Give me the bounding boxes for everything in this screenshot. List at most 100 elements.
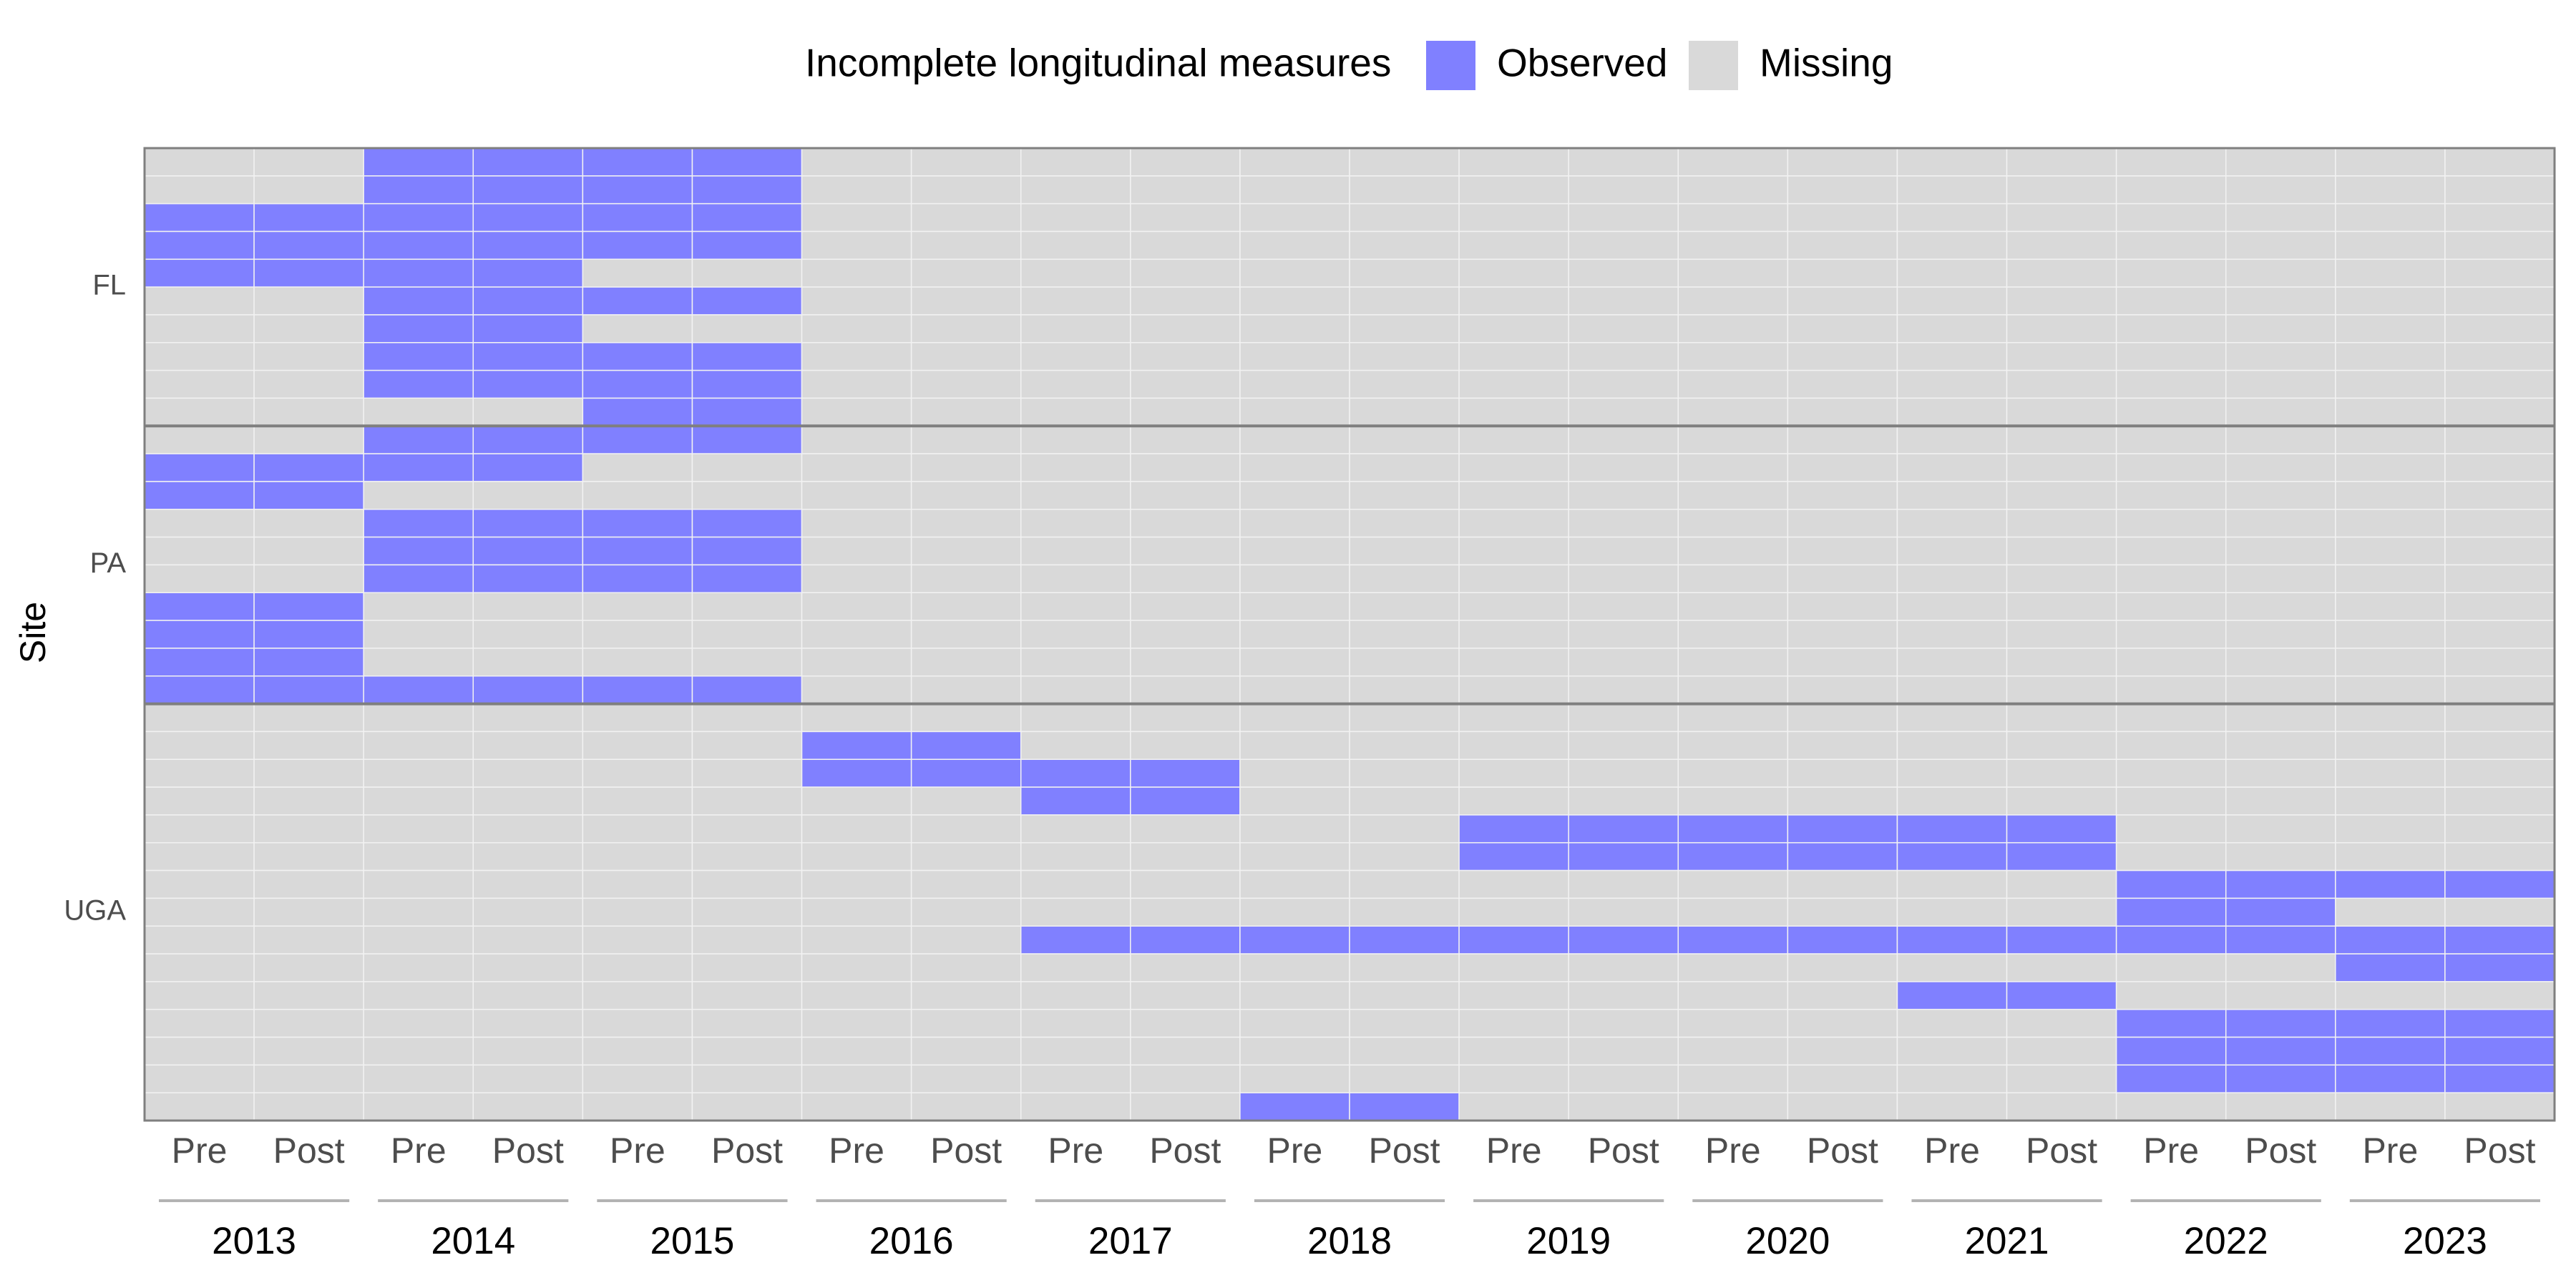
tile: [1896, 703, 2008, 733]
panel-border: [143, 147, 2556, 1122]
tile: [1568, 814, 1679, 844]
tile: [363, 1036, 474, 1066]
tile: [1787, 369, 1898, 399]
tile: [1020, 731, 1131, 760]
tile: [2225, 314, 2336, 343]
tile: [1458, 592, 1569, 621]
tile: [1239, 841, 1350, 872]
tile: [910, 592, 1022, 621]
tile: [582, 425, 693, 454]
tile: [2115, 869, 2227, 899]
tile: [691, 481, 803, 510]
tile: [1130, 786, 1241, 816]
tile: [582, 703, 693, 733]
tile: [2006, 731, 2117, 760]
tile: [472, 147, 584, 177]
tile: [1568, 286, 1679, 316]
tile: [1458, 981, 1569, 1010]
tile: [253, 286, 364, 316]
tile: [253, 481, 364, 510]
tile: [2444, 897, 2555, 927]
tile: [1020, 453, 1131, 482]
tile: [691, 731, 803, 760]
tile: [582, 897, 693, 927]
tile: [2006, 453, 2117, 482]
tile: [2115, 342, 2227, 371]
tile: [253, 342, 364, 371]
tile: [144, 869, 255, 899]
tile: [691, 648, 803, 677]
tile: [1677, 481, 1789, 510]
tile: [1020, 592, 1131, 621]
tile: [1677, 314, 1789, 343]
tile: [910, 703, 1022, 733]
tile: [1787, 703, 1898, 733]
tile: [1020, 814, 1131, 844]
tile: [1787, 230, 1898, 260]
tile: [1239, 731, 1350, 760]
tile: [1568, 981, 1679, 1010]
tile: [2006, 953, 2117, 982]
tile: [801, 648, 912, 677]
tile: [1349, 481, 1460, 510]
tile: [144, 481, 255, 510]
tile: [910, 648, 1022, 677]
tile: [801, 258, 912, 288]
tile: [1568, 203, 1679, 233]
tile: [1020, 1064, 1131, 1093]
tile: [1568, 620, 1679, 649]
tile: [2225, 925, 2336, 955]
tile: [1677, 175, 1789, 205]
tile: [1020, 620, 1131, 649]
tile: [1677, 203, 1789, 233]
tile: [1896, 147, 2008, 177]
x-tick-label: Post: [273, 1131, 345, 1171]
tile: [2115, 369, 2227, 399]
tile: [2006, 564, 2117, 594]
tile: [1020, 258, 1131, 288]
tile: [1239, 648, 1350, 677]
tile: [582, 925, 693, 955]
tile: [1130, 509, 1241, 538]
tile: [1130, 536, 1241, 566]
tile: [2444, 175, 2555, 205]
tile: [2115, 286, 2227, 316]
tile: [1458, 369, 1569, 399]
tile: [2006, 369, 2117, 399]
tile: [1020, 786, 1131, 816]
tile: [363, 369, 474, 399]
tile: [144, 981, 255, 1010]
tile: [2115, 786, 2227, 816]
tile: [363, 1092, 474, 1121]
tile: [2444, 925, 2555, 955]
tile: [1458, 648, 1569, 677]
tile: [363, 342, 474, 371]
tile: [253, 147, 364, 177]
tile: [2006, 1036, 2117, 1066]
tile: [253, 703, 364, 733]
tile: [691, 1036, 803, 1066]
tile: [1896, 1064, 2008, 1093]
tile: [2115, 731, 2227, 760]
x-group-label: 2017: [1088, 1220, 1173, 1262]
tile: [1896, 509, 2008, 538]
tile: [1130, 286, 1241, 316]
tile: [2335, 953, 2446, 982]
tile: [2335, 453, 2446, 482]
x-group-label: 2023: [2403, 1220, 2487, 1262]
tile: [2115, 953, 2227, 982]
tile: [1458, 564, 1569, 594]
tile: [2115, 925, 2227, 955]
tile: [1787, 1092, 1898, 1121]
tile: [253, 592, 364, 621]
tile: [2444, 592, 2555, 621]
tile: [1239, 869, 1350, 899]
tile: [1020, 203, 1131, 233]
tile: [253, 758, 364, 788]
tile: [472, 675, 584, 705]
tile: [1787, 1064, 1898, 1093]
tile: [1020, 925, 1131, 955]
tile: [1130, 981, 1241, 1010]
tile: [2006, 481, 2117, 510]
tile: [2444, 1064, 2555, 1093]
